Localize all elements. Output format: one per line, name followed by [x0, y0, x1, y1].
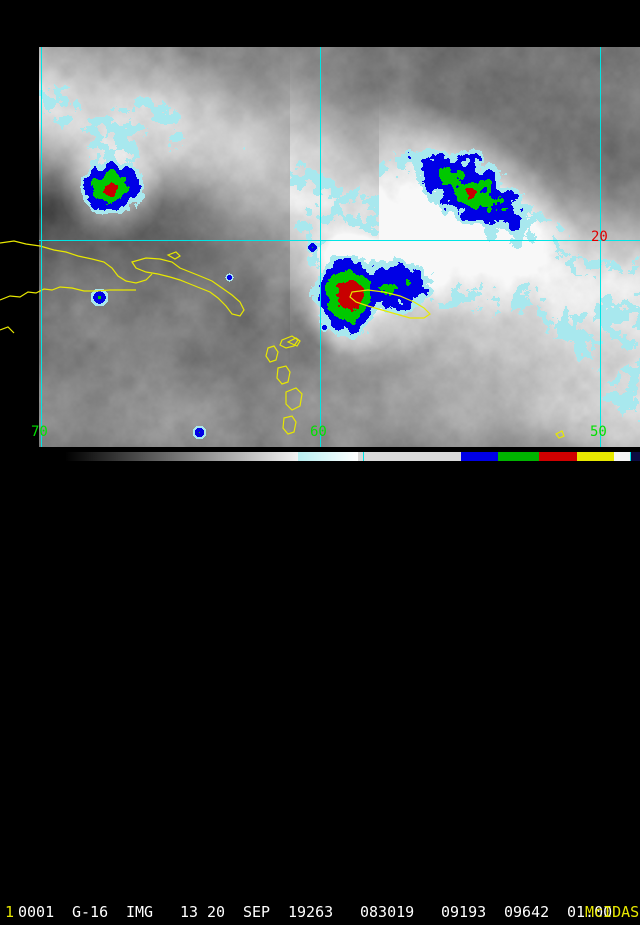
color-bar-tick-1 — [363, 452, 364, 461]
annotation-token-10: 09642 — [504, 903, 550, 921]
color-bar-segment-3 — [461, 452, 498, 461]
ir-imagery-canvas — [39, 47, 640, 447]
annotation-token-7: 19263 — [288, 903, 334, 921]
annotation-token-9: 09193 — [441, 903, 487, 921]
annotation-token-5: 20 — [207, 903, 226, 921]
color-bar-segment-1 — [298, 452, 358, 461]
annotation-text-line: 1 0001 G-16 IMG 13 20 SEP 19263 083019 09193 09642… — [0, 905, 640, 925]
top-margin — [0, 0, 640, 47]
color-bar-tick-2 — [630, 452, 631, 461]
annotation-token-6: SEP — [243, 903, 271, 921]
enhancement-color-bar — [65, 452, 640, 461]
annotation-token-1: 0001 — [18, 903, 55, 921]
satellite-raster — [39, 47, 640, 447]
annotation-token-2: G-16 — [72, 903, 109, 921]
color-bar-segment-4 — [498, 452, 539, 461]
annotation-token-8: 083019 — [360, 903, 415, 921]
annotation-token-3: IMG — [126, 903, 154, 921]
annotation-token-4: 13 — [180, 903, 199, 921]
color-bar-segment-0 — [65, 452, 298, 461]
annotation-bar: 1 0001 G-16 IMG 13 20 SEP 19263 083019 09193 09642… — [0, 447, 640, 920]
annotation-token-12: McIDAS — [585, 903, 640, 921]
color-bar-segment-7 — [614, 452, 630, 461]
color-bar-segment-5 — [539, 452, 577, 461]
left-margin — [0, 0, 39, 447]
color-bar-segment-2 — [358, 452, 461, 461]
annotation-token-0: 1 — [5, 903, 15, 921]
color-bar-segment-6 — [577, 452, 614, 461]
color-bar-segment-8 — [630, 452, 640, 461]
